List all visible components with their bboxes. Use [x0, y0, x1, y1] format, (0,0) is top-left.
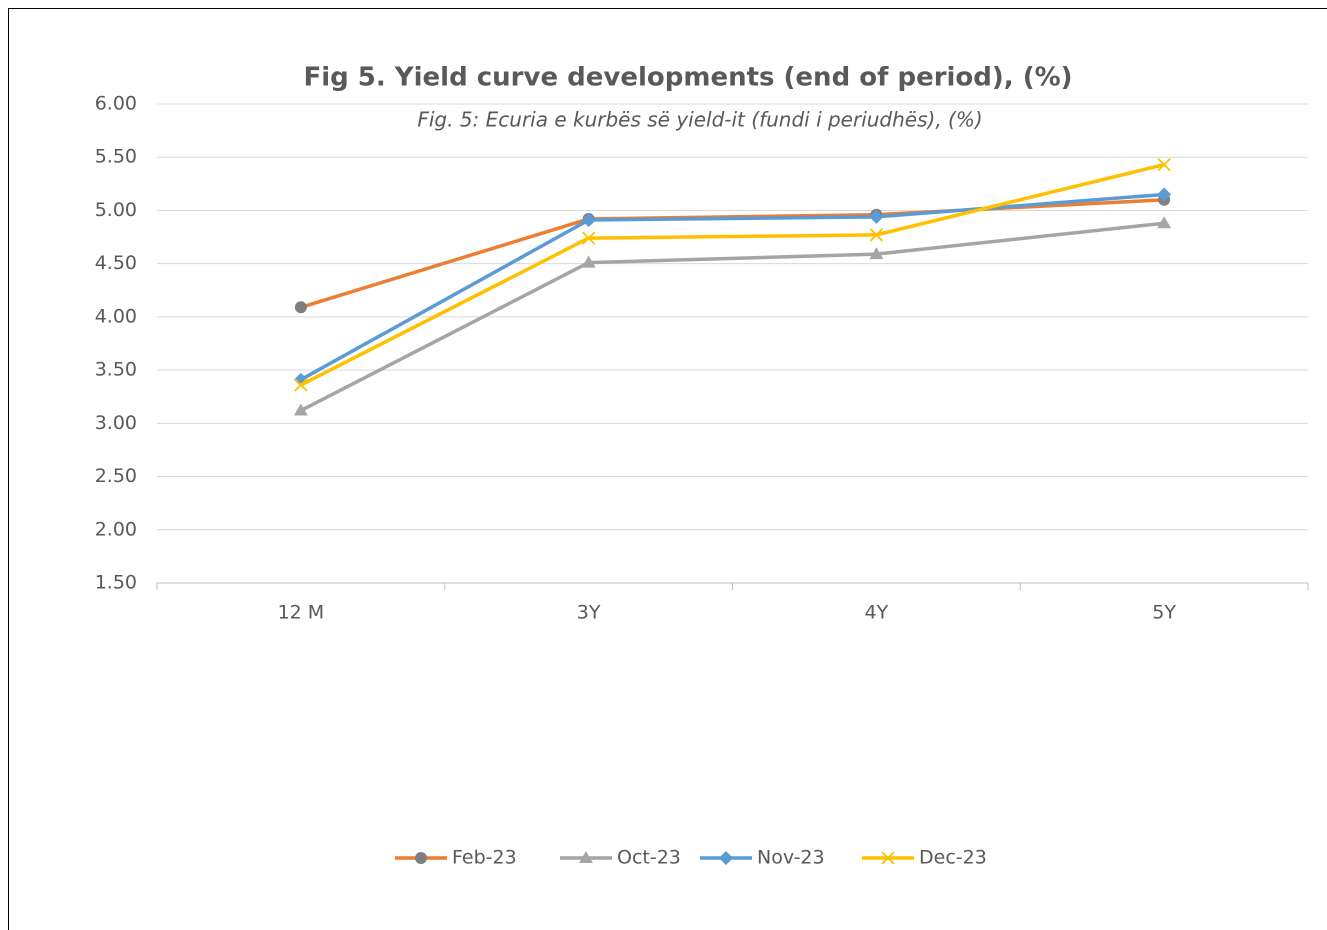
- marker: [719, 851, 733, 865]
- y-tick-label: 2.00: [95, 518, 137, 540]
- x-tick-label: 12 M: [278, 602, 325, 624]
- series-line: [300, 162, 1165, 387]
- marker: [881, 851, 895, 865]
- y-tick-label: 4.50: [95, 252, 137, 274]
- marker: [1157, 187, 1172, 202]
- y-tick-label: 1.50: [95, 572, 137, 594]
- chart-title: Fig 5. Yield curve developments (end of …: [303, 63, 1072, 93]
- marker: [869, 209, 884, 224]
- marker: [415, 852, 427, 864]
- series-line: [300, 221, 1165, 413]
- legend-label: Nov-23: [757, 847, 825, 869]
- chart-subtitle: Fig. 5: Ecuria e kurbës së yield-it (fun…: [417, 108, 982, 132]
- chart-frame: [8, 8, 1327, 930]
- legend-label: Oct-23: [617, 847, 681, 869]
- y-tick-label: 5.00: [95, 199, 137, 221]
- y-tick-label: 6.00: [95, 93, 137, 115]
- x-tick-label: 3Y: [577, 602, 601, 624]
- y-tick-label: 5.50: [95, 146, 137, 168]
- legend-label: Feb-23: [452, 847, 517, 869]
- marker: [1157, 158, 1171, 172]
- x-tick-label: 4Y: [865, 602, 889, 624]
- y-tick-label: 3.00: [95, 412, 137, 434]
- y-tick-label: 3.50: [95, 359, 137, 381]
- marker: [869, 228, 884, 242]
- series-line: [300, 198, 1165, 309]
- marker: [294, 378, 308, 392]
- marker: [1157, 216, 1172, 229]
- marker: [579, 851, 593, 863]
- marker: [581, 231, 596, 245]
- legend-label: Dec-23: [919, 847, 987, 869]
- series-line: [300, 192, 1165, 382]
- y-tick-label: 2.50: [95, 465, 137, 487]
- marker: [581, 213, 596, 228]
- marker: [293, 403, 308, 416]
- y-tick-label: 4.00: [95, 305, 137, 327]
- marker: [869, 247, 884, 260]
- marker: [581, 255, 596, 268]
- x-tick-label: 5Y: [1152, 602, 1176, 624]
- marker: [294, 301, 307, 314]
